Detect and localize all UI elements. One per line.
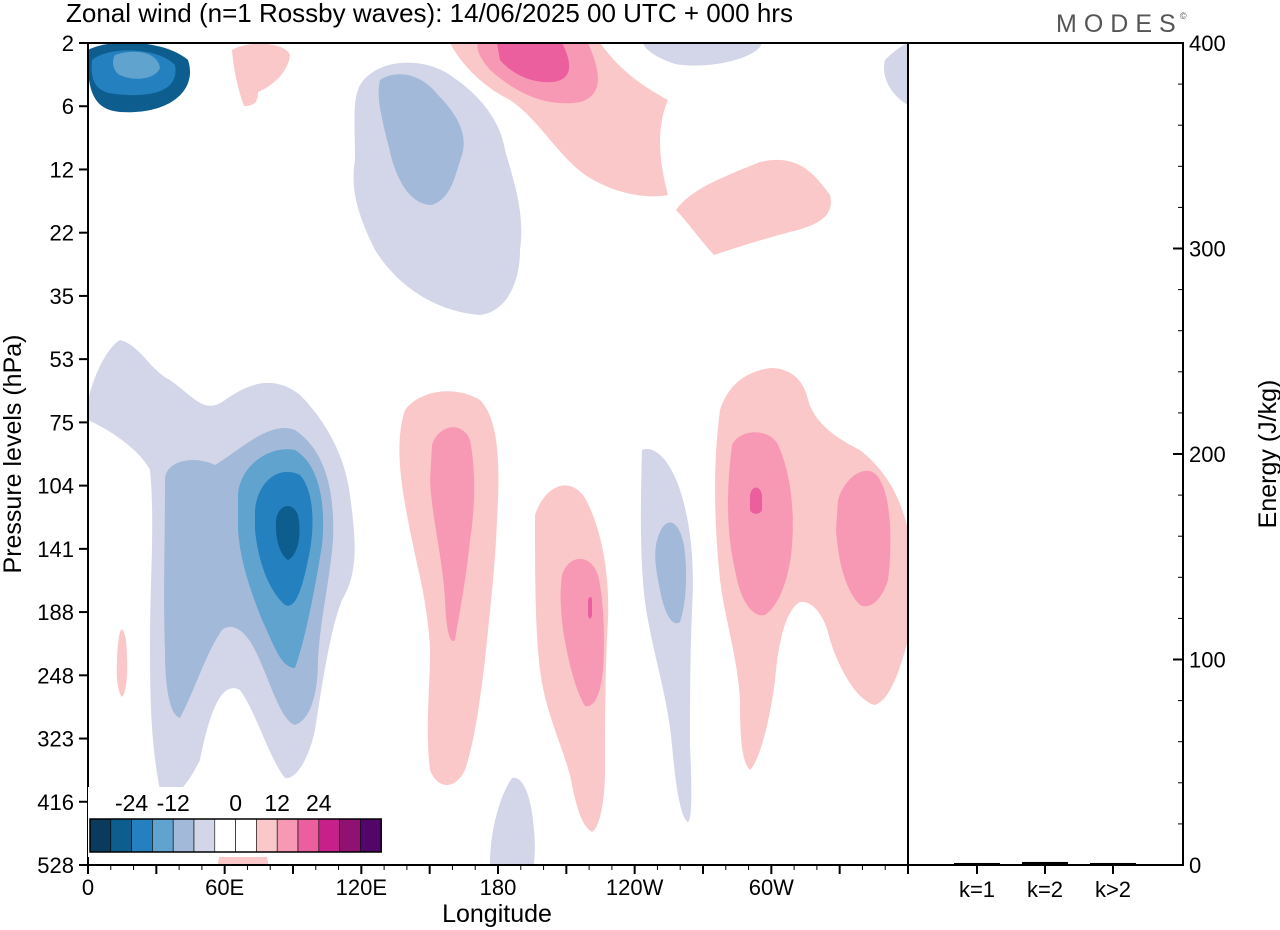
- energy-category-label: k>2: [1095, 877, 1131, 902]
- x-tick-label: 60W: [749, 875, 794, 900]
- colorbar-swatch: [131, 818, 153, 853]
- y-tick-label: 141: [37, 537, 74, 562]
- colorbar-swatch: [172, 818, 195, 853]
- contour-band: [750, 487, 762, 514]
- colorbar-label: 24: [306, 790, 332, 816]
- contour-band: [836, 470, 891, 607]
- contour-band: [588, 597, 592, 619]
- modes-logo: MODES ©: [1056, 10, 1187, 38]
- contour-band: [113, 51, 160, 79]
- x-tick-label: 0: [82, 875, 94, 900]
- colorbar-swatch: [256, 818, 278, 853]
- y-tick-label: 104: [37, 474, 74, 499]
- contour-band: [676, 159, 831, 255]
- chart-title: Zonal wind (n=1 Rossby waves): 14/06/202…: [66, 0, 793, 28]
- energy-tick-label: 400: [1189, 31, 1226, 56]
- contour-band: [884, 43, 908, 105]
- colorbar-swatch: [297, 818, 320, 853]
- colorbar-label: 0: [229, 790, 242, 816]
- colorbar-swatch: [214, 818, 236, 853]
- energy-axis-label: Energy (J/kg): [1254, 380, 1280, 529]
- y-tick-label: 53: [50, 347, 74, 372]
- modes-logo-text: MODES: [1056, 10, 1183, 38]
- x-tick-label: 120W: [606, 875, 664, 900]
- modes-logo-mark: ©: [1180, 11, 1187, 21]
- energy-tick-label: 300: [1189, 237, 1226, 262]
- contour-band: [655, 522, 687, 624]
- contour-field: [88, 43, 908, 865]
- colorbar-swatch: [339, 818, 361, 853]
- contour-band: [490, 777, 535, 865]
- colorbar-swatch: [89, 818, 112, 853]
- energy-bar: [954, 862, 1000, 865]
- energy-category-label: k=1: [959, 877, 995, 902]
- y-tick-label: 12: [50, 157, 74, 182]
- contour-band: [430, 427, 475, 641]
- energy-tick-label: 200: [1189, 442, 1226, 467]
- energy-category-label: k=2: [1027, 877, 1063, 902]
- x-tick-label: 180: [480, 875, 517, 900]
- colorbar-label: -12: [157, 790, 190, 816]
- contour-band: [640, 449, 693, 822]
- energy-axis: 0 100 200 300 400: [1173, 31, 1226, 878]
- y-tick-label: 75: [50, 410, 74, 435]
- colorbar-frame: [89, 818, 382, 853]
- y-tick-label: 6: [62, 94, 74, 119]
- energy-bar: [1022, 861, 1068, 864]
- colorbar-label: 12: [264, 790, 290, 816]
- y-tick-label: 323: [37, 727, 74, 752]
- y-tick-label: 35: [50, 284, 74, 309]
- colorbar-swatch: [152, 818, 174, 853]
- y-tick-label: 188: [37, 600, 74, 625]
- contour-band: [275, 505, 300, 560]
- colorbar-label: -24: [115, 790, 148, 816]
- contour-band: [728, 432, 793, 616]
- energy-tick-label: 100: [1189, 648, 1226, 673]
- y-tick-label: 2: [62, 31, 74, 56]
- energy-plot-frame: [907, 42, 1184, 866]
- x-tick-label: 120E: [336, 875, 387, 900]
- energy-bars: k=1 k=2 k>2: [954, 861, 1136, 902]
- colorbar-swatch: [235, 818, 257, 853]
- colorbar-swatch: [360, 818, 382, 853]
- contour-band: [643, 43, 762, 66]
- pressure-axis: 2 6 12 22 35 53 75 104 141 188 248 323 416 528: [37, 31, 88, 878]
- colorbar-swatch: [276, 818, 299, 853]
- contour-band: [497, 43, 570, 83]
- colorbar: -24 -12 0 12 24: [88, 787, 382, 857]
- contour-band: [378, 74, 464, 205]
- contour-band: [116, 629, 128, 697]
- contour-band: [232, 43, 290, 106]
- colorbar-swatch: [193, 818, 216, 853]
- energy-bar: [1090, 862, 1136, 865]
- energy-tick-label: 0: [1189, 853, 1201, 878]
- contour-band: [560, 558, 604, 707]
- y-tick-label: 248: [37, 663, 74, 688]
- x-tick-label: 60E: [205, 875, 244, 900]
- colorbar-swatch: [318, 818, 340, 853]
- y-tick-label: 22: [50, 221, 74, 246]
- y-axis-label: Pressure levels (hPa): [0, 335, 27, 574]
- y-tick-label: 528: [37, 853, 74, 878]
- colorbar-swatch: [110, 818, 132, 853]
- longitude-axis: 0 60E 120E 180 120W 60W: [82, 865, 909, 900]
- y-tick-label: 416: [37, 790, 74, 815]
- x-axis-label: Longitude: [442, 900, 552, 928]
